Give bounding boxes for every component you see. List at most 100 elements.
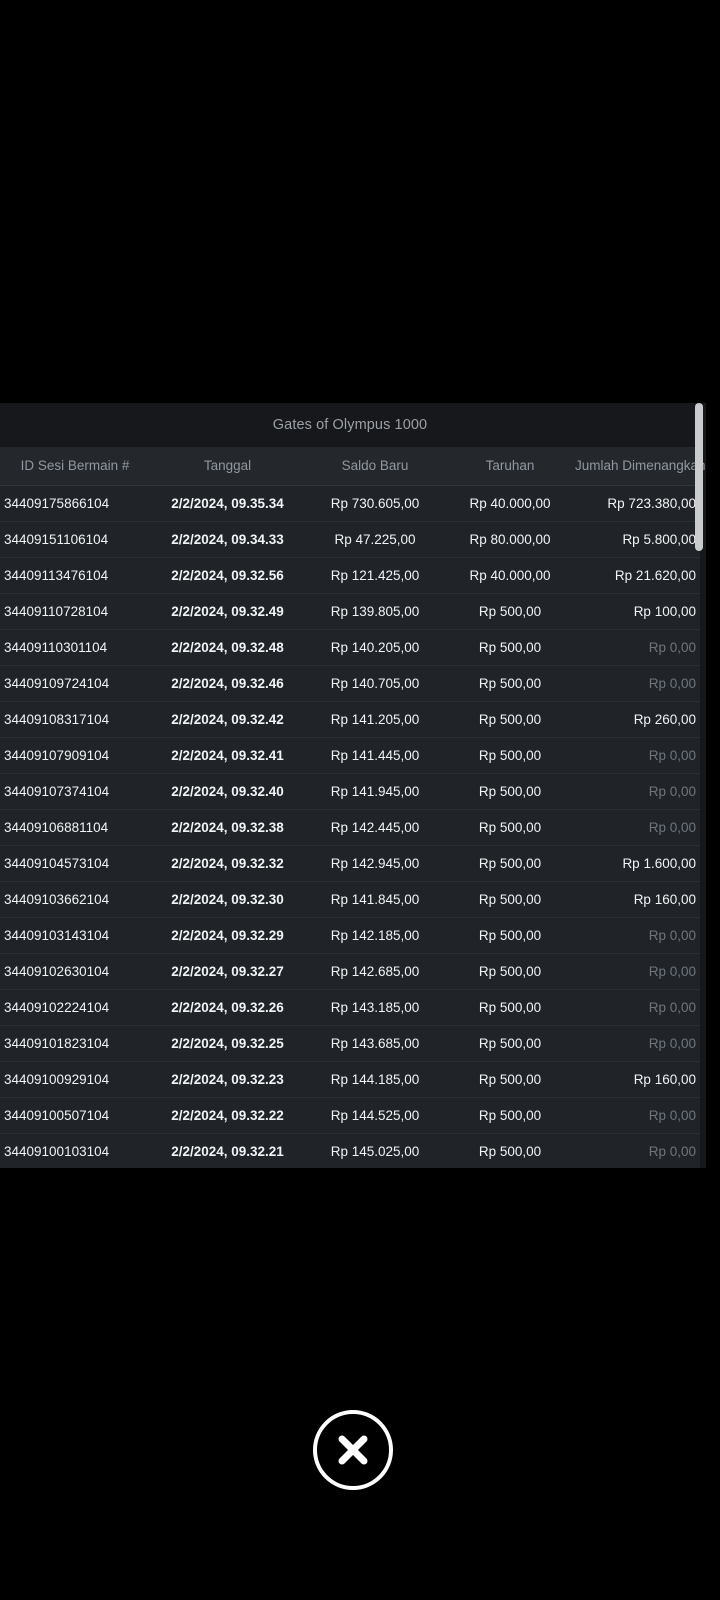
cell-session-id: 34409102224104 [0,989,150,1026]
column-header-session-id[interactable]: ID Sesi Bermain # [0,447,150,486]
cell-session-id: 34409101823104 [0,1025,150,1062]
cell-date: 2/2/2024, 09.32.21 [150,1133,305,1168]
cell-date: 2/2/2024, 09.34.33 [150,521,305,558]
cell-amount-won: Rp 0,00 [575,665,700,702]
cell-session-id: 34409109724104 [0,665,150,702]
cell-new-balance: Rp 142.185,00 [305,917,445,954]
table-row[interactable]: 34409100507104 2/2/2024, 09.32.22 Rp 144.5… [0,1097,700,1134]
cell-new-balance: Rp 143.685,00 [305,1025,445,1062]
cell-date: 2/2/2024, 09.32.22 [150,1097,305,1134]
cell-bet: Rp 500,00 [445,1133,575,1168]
cell-bet: Rp 500,00 [445,845,575,882]
table-row[interactable]: 34409102224104 2/2/2024, 09.32.26 Rp 143.1… [0,989,700,1026]
cell-bet: Rp 500,00 [445,701,575,738]
cell-session-id: 34409113476104 [0,557,150,594]
cell-new-balance: Rp 141.445,00 [305,737,445,774]
cell-session-id: 34409108317104 [0,701,150,738]
cell-session-id: 34409100929104 [0,1061,150,1098]
table-row[interactable]: 34409110301104 2/2/2024, 09.32.48 Rp 140.2… [0,629,700,666]
column-header-new-balance[interactable]: Saldo Baru [305,447,445,486]
cell-session-id: 34409106881104 [0,809,150,846]
table-row[interactable]: 34409108317104 2/2/2024, 09.32.42 Rp 141.2… [0,701,700,738]
table-row[interactable]: 34409109724104 2/2/2024, 09.32.46 Rp 140.7… [0,665,700,702]
cell-date: 2/2/2024, 09.32.23 [150,1061,305,1098]
cell-session-id: 34409102630104 [0,953,150,990]
cell-bet: Rp 500,00 [445,917,575,954]
cell-new-balance: Rp 730.605,00 [305,485,445,522]
cell-session-id: 34409107374104 [0,773,150,810]
scrollbar-thumb[interactable] [695,403,703,551]
cell-amount-won: Rp 0,00 [575,917,700,954]
cell-amount-won: Rp 260,00 [575,701,700,738]
cell-date: 2/2/2024, 09.32.27 [150,953,305,990]
cell-session-id: 34409107909104 [0,737,150,774]
cell-amount-won: Rp 0,00 [575,953,700,990]
cell-amount-won: Rp 0,00 [575,629,700,666]
cell-amount-won: Rp 0,00 [575,1025,700,1062]
column-header-amount-won[interactable]: Jumlah Dimenangkan [575,447,706,486]
cell-amount-won: Rp 160,00 [575,1061,700,1098]
cell-date: 2/2/2024, 09.32.26 [150,989,305,1026]
cell-new-balance: Rp 144.185,00 [305,1061,445,1098]
cell-new-balance: Rp 142.685,00 [305,953,445,990]
cell-new-balance: Rp 142.945,00 [305,845,445,882]
table-row[interactable]: 34409175866104 2/2/2024, 09.35.34 Rp 730.6… [0,485,700,522]
cell-amount-won: Rp 160,00 [575,881,700,918]
table-row[interactable]: 34409107374104 2/2/2024, 09.32.40 Rp 141.9… [0,773,700,810]
column-header-bet[interactable]: Taruhan [445,447,575,486]
table-row[interactable]: 34409110728104 2/2/2024, 09.32.49 Rp 139.8… [0,593,700,630]
close-button[interactable] [313,1410,393,1490]
cell-new-balance: Rp 142.445,00 [305,809,445,846]
cell-amount-won: Rp 0,00 [575,1097,700,1134]
cell-session-id: 34409103143104 [0,917,150,954]
cell-date: 2/2/2024, 09.32.29 [150,917,305,954]
cell-new-balance: Rp 140.705,00 [305,665,445,702]
cell-session-id: 34409175866104 [0,485,150,522]
cell-new-balance: Rp 145.025,00 [305,1133,445,1168]
cell-new-balance: Rp 141.205,00 [305,701,445,738]
cell-amount-won: Rp 21.620,00 [575,557,700,594]
column-header-date[interactable]: Tanggal [150,447,305,486]
table-row[interactable]: 34409100929104 2/2/2024, 09.32.23 Rp 144.1… [0,1061,700,1098]
cell-new-balance: Rp 144.525,00 [305,1097,445,1134]
cell-amount-won: Rp 0,00 [575,737,700,774]
cell-amount-won: Rp 5.800,00 [575,521,700,558]
history-table: ID Sesi Bermain # Tanggal Saldo Baru Tar… [0,447,706,1168]
cell-date: 2/2/2024, 09.32.25 [150,1025,305,1062]
cell-session-id: 34409110728104 [0,593,150,630]
cell-date: 2/2/2024, 09.32.56 [150,557,305,594]
cell-date: 2/2/2024, 09.32.46 [150,665,305,702]
vertical-scrollbar[interactable] [695,403,703,1168]
history-table-body: 34409175866104 2/2/2024, 09.35.34 Rp 730.6… [0,485,700,1168]
cell-session-id: 34409104573104 [0,845,150,882]
cell-bet: Rp 500,00 [445,881,575,918]
table-row[interactable]: 34409101823104 2/2/2024, 09.32.25 Rp 143.6… [0,1025,700,1062]
cell-amount-won: Rp 723.380,00 [575,485,700,522]
table-row[interactable]: 34409103143104 2/2/2024, 09.32.29 Rp 142.1… [0,917,700,954]
cell-session-id: 34409151106104 [0,521,150,558]
cell-date: 2/2/2024, 09.32.40 [150,773,305,810]
cell-new-balance: Rp 141.845,00 [305,881,445,918]
cell-bet: Rp 500,00 [445,989,575,1026]
cell-date: 2/2/2024, 09.32.32 [150,845,305,882]
table-row[interactable]: 34409100103104 2/2/2024, 09.32.21 Rp 145.0… [0,1133,700,1168]
table-row[interactable]: 34409113476104 2/2/2024, 09.32.56 Rp 121.4… [0,557,700,594]
cell-new-balance: Rp 139.805,00 [305,593,445,630]
cell-bet: Rp 500,00 [445,773,575,810]
cell-new-balance: Rp 143.185,00 [305,989,445,1026]
table-row[interactable]: 34409151106104 2/2/2024, 09.34.33 Rp 47.22… [0,521,700,558]
cell-bet: Rp 500,00 [445,629,575,666]
table-row[interactable]: 34409102630104 2/2/2024, 09.32.27 Rp 142.6… [0,953,700,990]
cell-bet: Rp 500,00 [445,809,575,846]
cell-amount-won: Rp 0,00 [575,809,700,846]
table-row[interactable]: 34409106881104 2/2/2024, 09.32.38 Rp 142.4… [0,809,700,846]
cell-bet: Rp 500,00 [445,1097,575,1134]
table-row[interactable]: 34409104573104 2/2/2024, 09.32.32 Rp 142.9… [0,845,700,882]
table-row[interactable]: 34409107909104 2/2/2024, 09.32.41 Rp 141.4… [0,737,700,774]
cell-amount-won: Rp 1.600,00 [575,845,700,882]
cell-bet: Rp 500,00 [445,953,575,990]
cell-amount-won: Rp 0,00 [575,989,700,1026]
cell-new-balance: Rp 141.945,00 [305,773,445,810]
table-row[interactable]: 34409103662104 2/2/2024, 09.32.30 Rp 141.8… [0,881,700,918]
